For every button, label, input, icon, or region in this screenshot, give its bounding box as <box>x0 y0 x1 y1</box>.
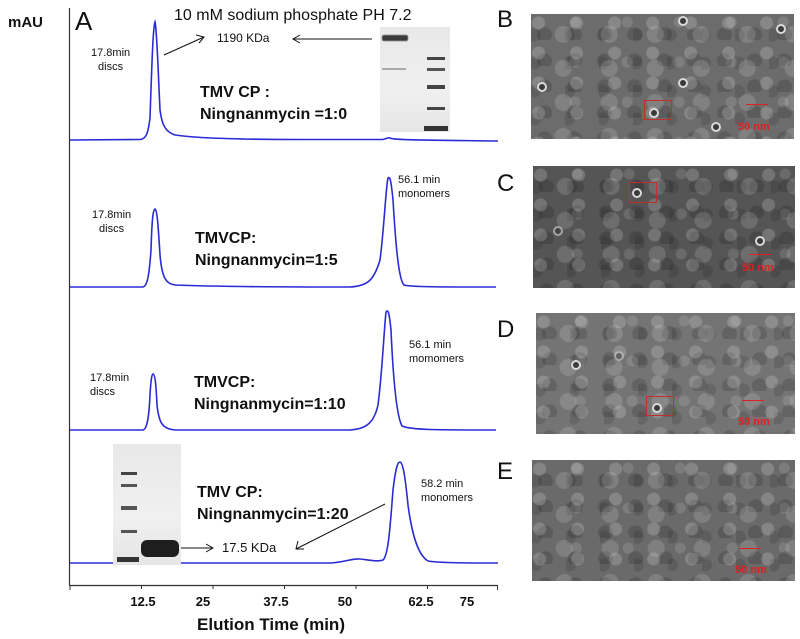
kda-label-1190: 1190 KDa <box>217 31 270 45</box>
trace-panel-3 <box>70 310 497 431</box>
tmv-disc <box>614 351 624 361</box>
panel-letter-c: C <box>497 170 515 197</box>
scale-bar <box>739 548 761 549</box>
gel-marker-band <box>427 68 445 71</box>
ratio-line-2: Ningnanmycin =1:0 <box>200 106 348 123</box>
panel-2-peak2-annotation: 56.1 min monomers <box>398 173 450 201</box>
tmv-disc <box>571 360 581 370</box>
x-tick-label: 75 <box>459 594 475 609</box>
tmv-disc <box>632 188 642 198</box>
tmv-disc <box>755 236 765 246</box>
em-image-b: 50 nm <box>531 14 794 139</box>
scale-label: 50 nm <box>735 564 767 576</box>
gel-marker-band <box>424 126 448 131</box>
ratio-line-1: TMVCP: <box>194 374 256 391</box>
peak-type: monomers <box>421 492 473 504</box>
x-tick-label: 12.5 <box>130 594 156 609</box>
em-image-c: 50 nm <box>533 166 795 288</box>
tmv-disc <box>678 16 688 26</box>
gel-marker-band <box>121 530 137 533</box>
gel-marker-band <box>427 57 445 60</box>
buffer-label: 10 mM sodium phosphate PH 7.2 <box>174 7 412 24</box>
trace-panel-2 <box>70 176 497 288</box>
tmv-disc <box>649 108 659 118</box>
peak-type: discs <box>90 386 116 398</box>
gel-band <box>382 68 406 70</box>
y-axis-label: mAU <box>8 14 44 31</box>
panel-letter-d: D <box>497 316 515 343</box>
gel-marker-band <box>121 484 137 487</box>
scale-label: 50 nm <box>738 121 770 133</box>
tmv-disc <box>678 78 688 88</box>
kda-label-17-5: 17.5 KDa <box>222 540 277 555</box>
ratio-line-1: TMV CP : <box>200 84 270 101</box>
tmv-disc <box>537 82 547 92</box>
gel-inset-native <box>380 27 450 132</box>
tmv-disc <box>776 24 786 34</box>
scale-bar <box>749 254 771 255</box>
ratio-line-2: Ningnanmycin=1:10 <box>194 396 346 413</box>
panel-letter-e: E <box>497 458 514 485</box>
scale-bar <box>746 104 768 105</box>
panel-2-ratio: TMVCP: Ningnanmycin=1:5 <box>195 228 338 272</box>
peak-type: discs <box>98 61 124 73</box>
panel-1-ratio: TMV CP : Ningnanmycin =1:0 <box>200 82 347 126</box>
peak-time: 17.8min <box>92 209 132 221</box>
gel-band <box>382 35 408 41</box>
x-tick-label: 37.5 <box>263 594 289 609</box>
panel-3-ratio: TMVCP: Ningnanmycin=1:10 <box>194 372 346 416</box>
trace-panel-1 <box>69 19 499 142</box>
scale-label: 50 nm <box>742 262 774 274</box>
tmv-disc <box>553 226 563 236</box>
peak-time: 58.2 min <box>421 478 464 490</box>
gel-marker-band <box>117 557 139 562</box>
trace-panel-4 <box>70 461 499 564</box>
peak-type: monomers <box>398 188 450 200</box>
gel-marker-band <box>427 107 445 110</box>
x-tick-label: 62.5 <box>408 594 434 609</box>
peak-time: 17.8min <box>90 372 130 384</box>
panel-2-peak1-annotation: 17.8min discs <box>92 208 131 236</box>
panel-1-peak-annotation: 17.8min discs <box>91 46 130 74</box>
tmv-disc <box>711 122 721 132</box>
x-tick-label: 25 <box>195 594 211 609</box>
tmv-disc <box>652 403 662 413</box>
gel-marker-band <box>121 472 137 475</box>
gel-cp-band <box>141 540 179 557</box>
em-image-e: 50 nm <box>532 460 795 581</box>
ratio-line-2: Ningnanmycin=1:20 <box>197 506 349 523</box>
panel-4-peak2-annotation: 58.2 min monomers <box>421 477 473 505</box>
scale-label: 50 nm <box>738 416 770 428</box>
x-axis-label: Elution Time (min) <box>197 615 345 634</box>
annotation-arrows <box>163 34 386 553</box>
panel-3-peak2-annotation: 56.1 min momomers <box>409 338 464 366</box>
panel-4-ratio: TMV CP: Ningnanmycin=1:20 <box>197 482 349 526</box>
gel-marker-band <box>121 506 137 510</box>
roi-box <box>629 182 657 203</box>
gel-inset-denaturing <box>113 444 181 565</box>
peak-type: discs <box>99 223 125 235</box>
peak-time: 56.1 min <box>398 174 441 186</box>
roi-box <box>646 396 674 416</box>
scale-bar <box>742 400 764 401</box>
ratio-line-1: TMV CP: <box>197 484 263 501</box>
panel-letter-b: B <box>497 6 514 33</box>
peak-time: 56.1 min <box>409 339 452 351</box>
x-axis-ticks <box>69 585 498 590</box>
gel-marker-band <box>427 85 445 89</box>
panel-letter-a: A <box>75 6 93 36</box>
ratio-line-2: Ningnanmycin=1:5 <box>195 252 338 269</box>
peak-time: 17.8min <box>91 47 131 59</box>
ratio-line-1: TMVCP: <box>195 230 257 247</box>
peak-type: momomers <box>409 353 465 365</box>
roi-box <box>644 100 672 120</box>
panel-3-peak1-annotation: 17.8min discs <box>90 371 129 399</box>
x-tick-label: 50 <box>337 594 353 609</box>
em-image-d: 50 nm <box>536 313 795 434</box>
